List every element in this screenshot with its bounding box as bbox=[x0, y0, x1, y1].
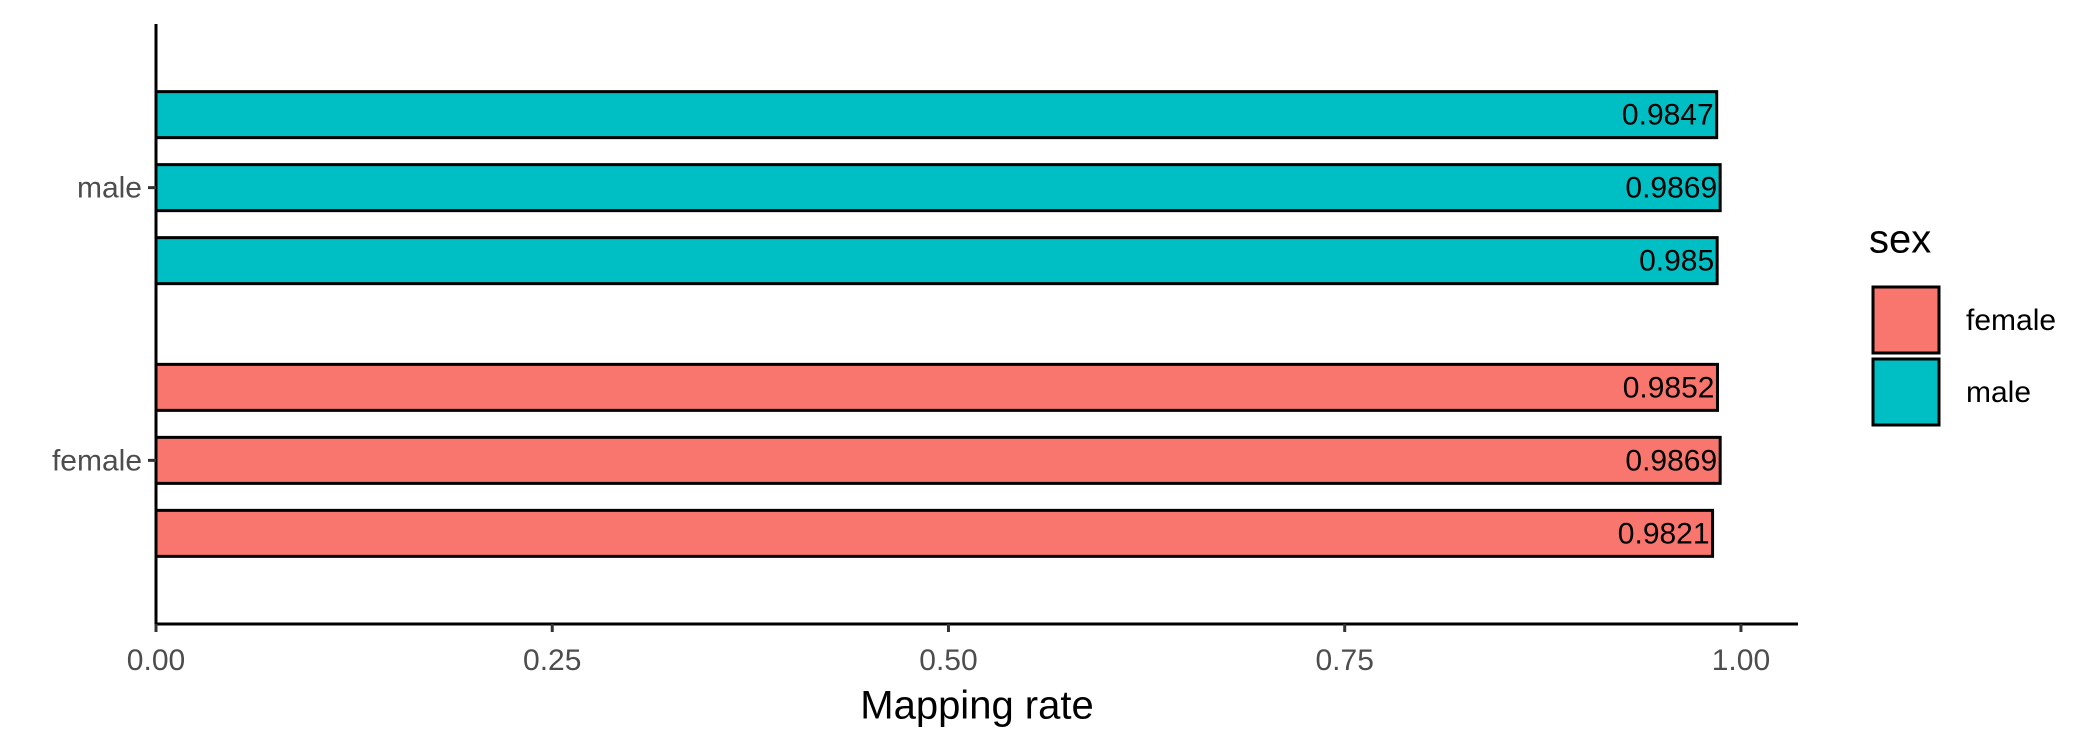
x-axis-label: Mapping rate bbox=[860, 684, 1093, 728]
legend-key bbox=[1871, 357, 1941, 427]
bar bbox=[154, 90, 1719, 140]
bar bbox=[154, 236, 1719, 286]
value-label: 0.9869 bbox=[1625, 444, 1717, 477]
value-label: 0.9869 bbox=[1625, 172, 1717, 205]
legend-label: female bbox=[1966, 304, 2056, 337]
bar bbox=[154, 435, 1722, 485]
legend-title: sex bbox=[1869, 218, 1931, 262]
bar bbox=[154, 362, 1719, 412]
x-tick-label: 1.00 bbox=[1712, 644, 1770, 677]
value-label: 0.9847 bbox=[1622, 99, 1714, 132]
x-tick-label: 0.50 bbox=[919, 644, 977, 677]
value-label: 0.985 bbox=[1639, 245, 1714, 278]
bar bbox=[154, 163, 1722, 213]
legend-key bbox=[1871, 285, 1941, 355]
x-tick-label: 0.25 bbox=[523, 644, 581, 677]
y-tick-label: female bbox=[52, 444, 142, 477]
legend-label: male bbox=[1966, 376, 2031, 409]
value-label: 0.9821 bbox=[1618, 517, 1710, 550]
x-tick-label: 0.75 bbox=[1316, 644, 1374, 677]
bar bbox=[154, 508, 1715, 558]
value-label: 0.9852 bbox=[1623, 371, 1715, 404]
y-tick-label: male bbox=[77, 172, 142, 205]
x-tick-label: 0.00 bbox=[127, 644, 185, 677]
